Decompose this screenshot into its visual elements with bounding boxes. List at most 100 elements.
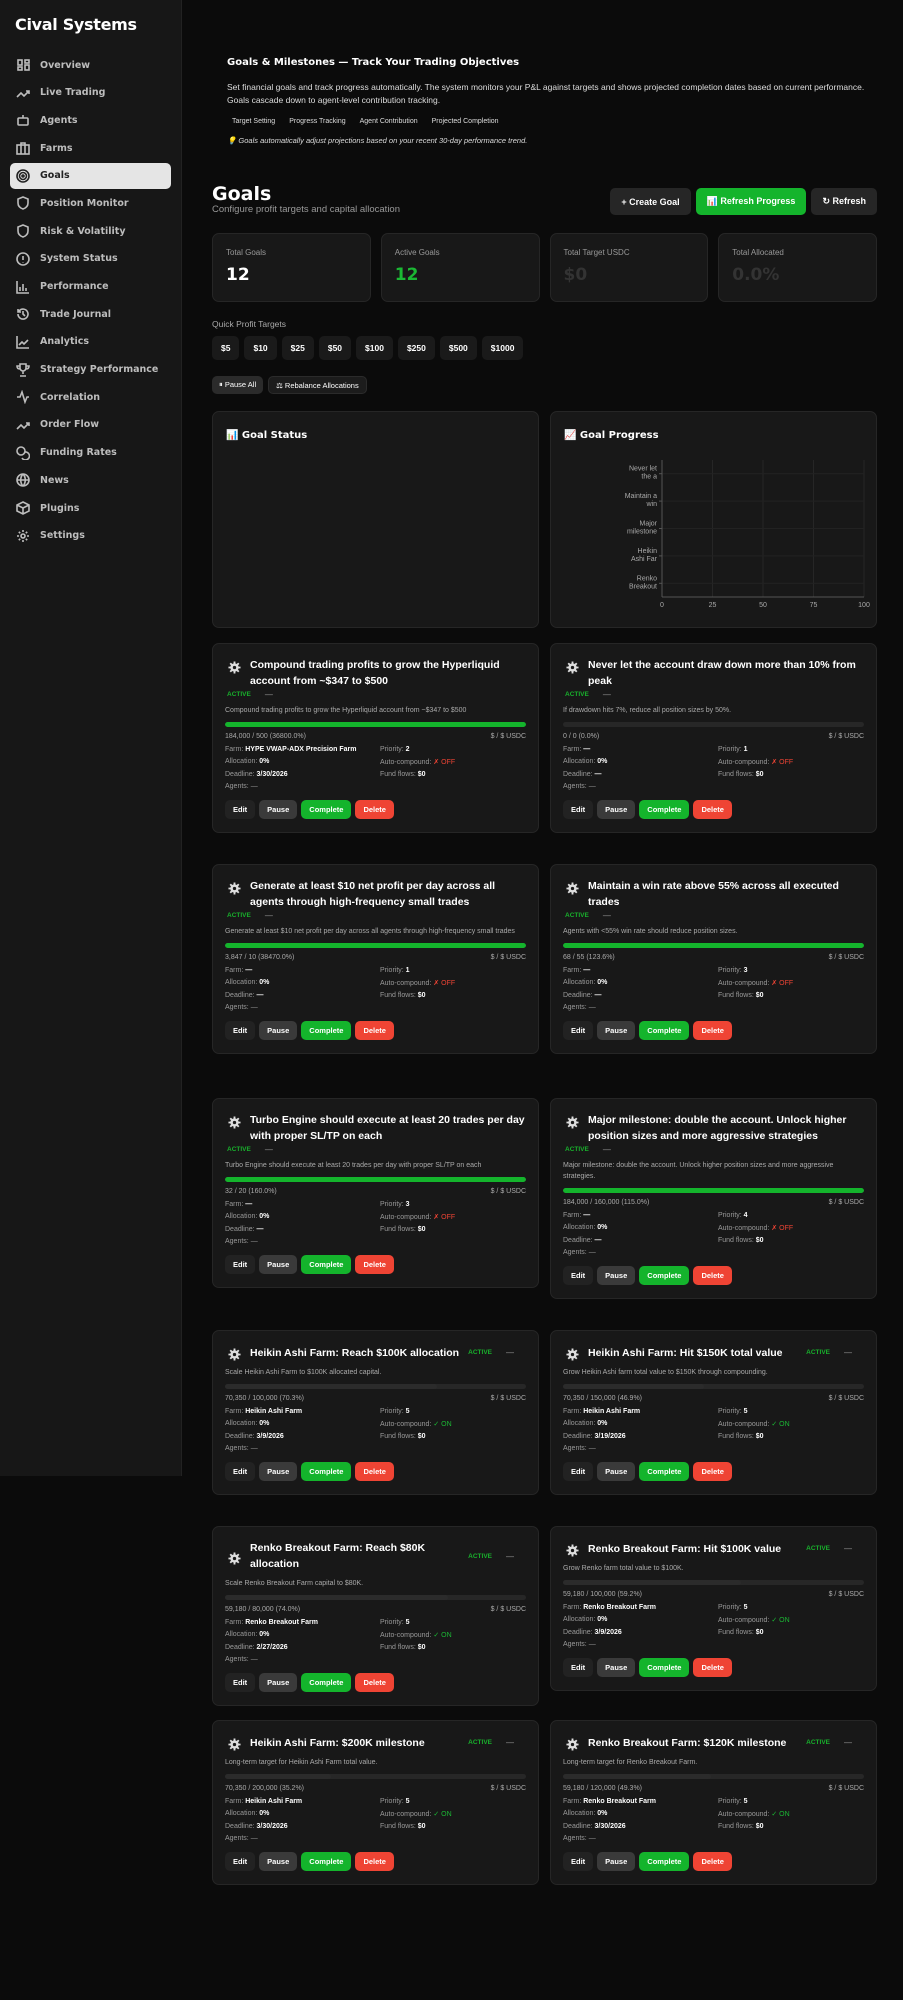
quick-target-button[interactable]: $1000	[481, 336, 524, 360]
edit-button[interactable]: Edit	[225, 1255, 256, 1274]
pause-button[interactable]: Pause	[597, 800, 636, 819]
deadline-field: Deadline: 3/19/2026	[563, 1433, 626, 1440]
pause-button[interactable]: Pause	[597, 1462, 636, 1481]
create-goal-button[interactable]: + Create Goal	[610, 188, 691, 215]
complete-button[interactable]: Complete	[301, 1255, 352, 1274]
sidebar-item-risk-volatility[interactable]: Risk & Volatility	[10, 218, 171, 244]
status-badge: ACTIVE	[806, 1739, 830, 1746]
sidebar-item-performance[interactable]: Performance	[10, 274, 171, 300]
complete-button[interactable]: Complete	[301, 1021, 352, 1040]
delete-button[interactable]: Delete	[355, 1673, 394, 1692]
edit-button[interactable]: Edit	[563, 1021, 594, 1040]
pause-button[interactable]: Pause	[597, 1266, 636, 1285]
sidebar-item-plugins[interactable]: Plugins	[10, 495, 171, 521]
pause-button[interactable]: Pause	[259, 1255, 298, 1274]
sidebar-item-trade-journal[interactable]: Trade Journal	[10, 301, 171, 327]
sidebar-item-agents[interactable]: Agents	[10, 107, 171, 133]
sidebar-item-strategy-performance[interactable]: Strategy Performance	[10, 357, 171, 383]
refresh-button[interactable]: ↻ Refresh	[811, 188, 877, 215]
edit-button[interactable]: Edit	[563, 1658, 594, 1677]
sidebar-item-system-status[interactable]: System Status	[10, 246, 171, 272]
goal-description: Compound trading profits to grow the Hyp…	[225, 707, 467, 714]
bar-chart-icon	[16, 280, 29, 294]
pause-button[interactable]: Pause	[259, 800, 298, 819]
agents-field: Agents: —	[225, 1238, 258, 1245]
sidebar-item-analytics[interactable]: Analytics	[10, 329, 171, 355]
edit-button[interactable]: Edit	[225, 800, 256, 819]
goal-title: Turbo Engine should execute at least 20 …	[250, 1114, 525, 1142]
complete-button[interactable]: Complete	[639, 1021, 690, 1040]
complete-button[interactable]: Complete	[301, 1852, 352, 1871]
quick-target-button[interactable]: $5	[212, 336, 240, 360]
complete-button[interactable]: Complete	[639, 800, 690, 819]
complete-button[interactable]: Complete	[301, 800, 352, 819]
progress-bar	[563, 722, 864, 727]
pause-button[interactable]: Pause	[597, 1852, 636, 1871]
edit-button[interactable]: Edit	[225, 1462, 256, 1481]
quick-target-button[interactable]: $10	[244, 336, 277, 360]
pause-button[interactable]: Pause	[597, 1658, 636, 1677]
feature-tag: Projected Completion	[431, 118, 499, 125]
edit-button[interactable]: Edit	[563, 1266, 594, 1285]
complete-button[interactable]: Complete	[301, 1462, 352, 1481]
edit-button[interactable]: Edit	[563, 800, 594, 819]
refresh-progress-button[interactable]: 📊 Refresh Progress	[695, 188, 807, 215]
goal-card: Major milestone: double the account. Unl…	[550, 1098, 877, 1299]
y-tick-label: Major	[639, 521, 657, 528]
delete-button[interactable]: Delete	[693, 1658, 732, 1677]
complete-button[interactable]: Complete	[639, 1852, 690, 1871]
stat-value: 0.0%	[732, 265, 780, 285]
edit-button[interactable]: Edit	[563, 1852, 594, 1871]
pause-button[interactable]: Pause	[259, 1852, 298, 1871]
sidebar-item-farms[interactable]: Farms	[10, 135, 171, 161]
delete-button[interactable]: Delete	[355, 1255, 394, 1274]
gear-icon	[566, 1116, 579, 1129]
delete-button[interactable]: Delete	[693, 1852, 732, 1871]
goal-description: Grow Heikin Ashi farm total value to $15…	[563, 1369, 768, 1376]
quick-target-button[interactable]: $500	[439, 336, 477, 360]
quick-target-button[interactable]: $50	[318, 336, 352, 360]
sidebar-item-overview[interactable]: Overview	[10, 52, 171, 78]
edit-button[interactable]: Edit	[225, 1673, 256, 1692]
complete-button[interactable]: Complete	[301, 1673, 352, 1692]
quick-target-button[interactable]: $250	[397, 336, 435, 360]
goal-title: Compound trading profits to grow the Hyp…	[250, 659, 500, 687]
complete-button[interactable]: Complete	[639, 1658, 690, 1677]
pause-all-button[interactable]: ⏸ Pause All	[212, 376, 264, 394]
rebalance-button[interactable]: ⚖ Rebalance Allocations	[268, 376, 367, 394]
delete-button[interactable]: Delete	[693, 1021, 732, 1040]
progress-fill	[225, 1384, 437, 1389]
pause-button[interactable]: Pause	[259, 1462, 298, 1481]
farm-field: Farm: Heikin Ashi Farm	[563, 1408, 641, 1415]
delete-button[interactable]: Delete	[355, 1852, 394, 1871]
delete-button[interactable]: Delete	[693, 800, 732, 819]
delete-button[interactable]: Delete	[355, 1021, 394, 1040]
delete-button[interactable]: Delete	[693, 1266, 732, 1285]
complete-button[interactable]: Complete	[639, 1462, 690, 1481]
sidebar-item-position-monitor[interactable]: Position Monitor	[10, 190, 171, 216]
pause-button[interactable]: Pause	[597, 1021, 636, 1040]
pause-button[interactable]: Pause	[259, 1673, 298, 1692]
delete-button[interactable]: Delete	[355, 800, 394, 819]
sidebar-item-settings[interactable]: Settings	[10, 523, 171, 549]
farm-field: Farm: —	[563, 1212, 591, 1219]
gear-icon	[228, 1116, 241, 1129]
agents-field: Agents: —	[225, 1656, 258, 1663]
sidebar-item-live-trading[interactable]: Live Trading	[10, 80, 171, 106]
sidebar-item-goals[interactable]: Goals	[10, 162, 171, 189]
quick-target-button[interactable]: $25	[281, 336, 314, 360]
sidebar-item-news[interactable]: News	[10, 467, 171, 493]
sidebar-item-order-flow[interactable]: Order Flow	[10, 412, 171, 438]
complete-button[interactable]: Complete	[639, 1266, 690, 1285]
sidebar-item-correlation[interactable]: Correlation	[10, 384, 171, 410]
priority-field: Priority: 5	[718, 1408, 748, 1415]
edit-button[interactable]: Edit	[225, 1852, 256, 1871]
quick-target-button[interactable]: $100	[356, 336, 393, 360]
sidebar-item-funding-rates[interactable]: Funding Rates	[10, 440, 171, 466]
fund-flows-field: Fund flows: $0	[380, 771, 426, 778]
edit-button[interactable]: Edit	[563, 1462, 594, 1481]
delete-button[interactable]: Delete	[693, 1462, 732, 1481]
delete-button[interactable]: Delete	[355, 1462, 394, 1481]
pause-button[interactable]: Pause	[259, 1021, 298, 1040]
edit-button[interactable]: Edit	[225, 1021, 256, 1040]
